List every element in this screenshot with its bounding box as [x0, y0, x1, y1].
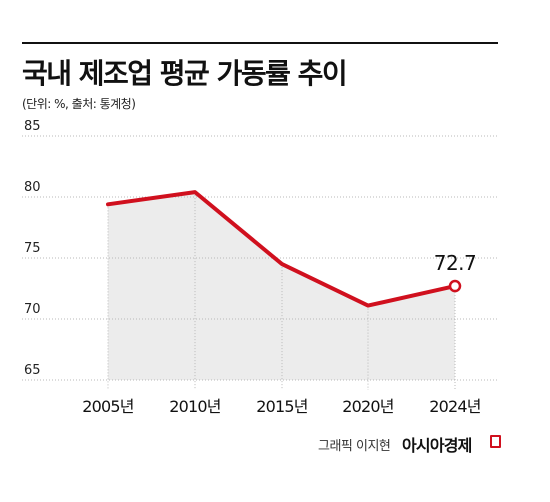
brand-logo-icon	[490, 435, 501, 448]
series-line	[106, 190, 457, 308]
y-tick-label-70: 70	[24, 302, 41, 317]
y-tick-label-80: 80	[24, 180, 41, 195]
graphic-credit: 그래픽 이지현	[318, 439, 391, 454]
x-tick-label-2020: 2020년	[342, 397, 394, 416]
x-tick-label-2015: 2015년	[256, 397, 308, 416]
y-tick-label-65: 65	[24, 363, 41, 378]
x-tick-label-2024: 2024년	[429, 397, 481, 416]
x-tick-label-2005: 2005년	[82, 397, 134, 416]
chart-subtitle: (단위: %, 출처: 통계청)	[22, 97, 136, 111]
y-tick-label-75: 75	[24, 241, 41, 256]
publisher-brand: 아시아경제	[402, 436, 472, 455]
chart-title: 국내 제조업 평균 가동률 추이	[22, 57, 348, 90]
data-label-2024: 72.7	[434, 251, 477, 275]
x-tick-label-2010: 2010년	[169, 397, 221, 416]
data-point-2024	[448, 279, 462, 293]
top-rule	[22, 42, 498, 44]
y-tick-label-85: 85	[24, 119, 41, 134]
